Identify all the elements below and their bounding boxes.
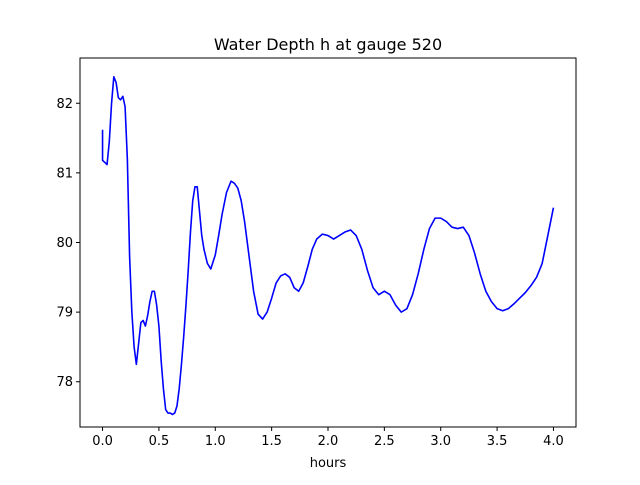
plot-background bbox=[80, 58, 576, 427]
y-tick-label: 82 bbox=[56, 97, 73, 112]
plot-area bbox=[80, 58, 576, 427]
x-tick-label: 1.0 bbox=[205, 434, 226, 449]
x-tick-label: 3.0 bbox=[430, 434, 451, 449]
x-tick-label: 2.5 bbox=[374, 434, 395, 449]
x-tick-label: 3.5 bbox=[487, 434, 508, 449]
x-tick-label: 0.5 bbox=[149, 434, 170, 449]
x-tick-label: 1.5 bbox=[261, 434, 282, 449]
y-tick-label: 79 bbox=[56, 306, 73, 321]
series-line-0 bbox=[101, 76, 555, 416]
y-tick-label: 78 bbox=[56, 375, 73, 390]
axes: 0.0 0.5 1.0 1.5 2.0 2.5 3.0 3.5 4.0 78 79 80 81 82 bbox=[56, 57, 577, 449]
x-tick-label: 0.0 bbox=[92, 434, 113, 449]
chart-title: Water Depth h at gauge 520 bbox=[214, 35, 442, 54]
x-axis-label: hours bbox=[310, 456, 347, 471]
y-tick-label: 80 bbox=[56, 236, 73, 251]
x-tick-label: 4.0 bbox=[543, 434, 564, 449]
y-tick-label: 81 bbox=[56, 166, 73, 181]
x-tick-label: 2.0 bbox=[318, 434, 339, 449]
